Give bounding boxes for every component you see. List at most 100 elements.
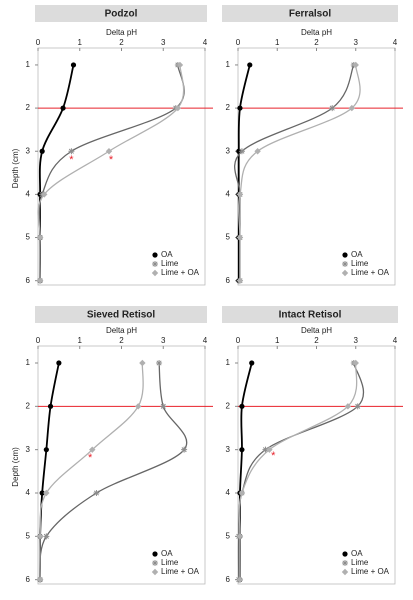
point [139,359,146,367]
point [352,61,359,69]
y-tick-label: 5 [26,233,31,242]
x-tick-label: 3 [354,336,359,345]
point [70,62,77,68]
x-tick-label: 0 [236,38,241,47]
point [39,148,45,154]
series-curve [237,362,365,580]
legend-label: Lime [161,259,179,268]
point [160,403,167,410]
legend-label: Lime [351,259,369,268]
series-points [236,359,359,583]
y-tick-label: 3 [26,146,31,155]
x-tick-label: 1 [275,336,280,345]
y-tick-label: 2 [26,103,31,112]
x-tick-label: 1 [78,38,83,47]
y-tick-label: 1 [26,60,31,69]
point [36,234,44,241]
point [181,446,188,453]
series-curve [39,362,60,580]
y-tick-label: 4 [226,189,231,198]
point [152,551,158,557]
point [41,191,48,198]
point [36,277,44,284]
point [60,105,66,111]
x-axis-label: Delta pH [106,326,137,335]
series-points [236,61,357,284]
point [249,360,255,366]
point [47,403,54,409]
series-points [36,61,184,284]
x-tick-label: 0 [36,38,41,47]
x-tick-label: 2 [314,38,319,47]
point [151,269,159,277]
legend-label: Lime + OA [161,268,200,277]
x-axis-label: Delta pH [301,28,332,37]
point [247,62,253,68]
y-tick-label: 6 [226,575,231,584]
point [341,568,349,576]
point [262,446,269,453]
point [39,490,45,496]
panel-title: Intact Retisol [279,310,342,321]
point [254,148,261,155]
legend-label: Lime [161,558,179,567]
panel-title: Ferralsol [289,9,331,20]
point [239,403,245,409]
y-tick-label: 2 [26,401,31,410]
panel-title: Podzol [105,9,138,20]
y-tick-label: 5 [26,531,31,540]
series-curve [233,64,355,281]
plot-frame [237,47,396,286]
series-curve [37,64,185,281]
x-tick-label: 2 [314,336,319,345]
plot-frame [37,47,206,286]
y-tick-label: 6 [26,276,31,285]
point [151,568,159,576]
x-axis-label: Delta pH [106,28,137,37]
x-tick-label: 3 [354,38,359,47]
y-tick-label: 3 [226,445,231,454]
legend-label: OA [351,549,363,558]
panel-header [35,5,207,22]
series-curve [238,362,358,580]
point [152,252,158,258]
point [236,533,244,540]
series-points [235,360,361,583]
y-tick-label: 4 [26,189,31,198]
x-tick-label: 1 [78,336,83,345]
point [342,551,348,557]
x-tick-label: 4 [203,38,208,47]
x-tick-label: 1 [275,38,280,47]
point [236,191,244,198]
point [239,447,245,453]
y-tick-label: 2 [226,103,231,112]
x-tick-label: 3 [161,38,166,47]
y-tick-label: 6 [226,276,231,285]
panel-header [222,306,398,323]
point [236,277,244,284]
x-axis-label: Delta pH [301,326,332,335]
point [341,269,349,277]
x-tick-label: 0 [236,336,241,345]
point [354,403,361,410]
point [135,403,142,410]
series-points [36,359,146,583]
point [43,533,50,540]
point [176,61,184,69]
y-tick-label: 4 [26,488,31,497]
point [105,148,113,155]
plot-frame [37,345,206,585]
series-curve [38,64,75,281]
x-tick-label: 2 [119,336,124,345]
legend-label: Lime + OA [351,268,390,277]
point [36,533,44,540]
point [174,104,182,112]
series-points [37,360,188,583]
x-tick-label: 4 [393,336,398,345]
panel-header [35,306,207,323]
point [43,447,49,453]
series-curve [38,64,185,281]
point [93,490,100,496]
legend-label: OA [161,250,173,259]
